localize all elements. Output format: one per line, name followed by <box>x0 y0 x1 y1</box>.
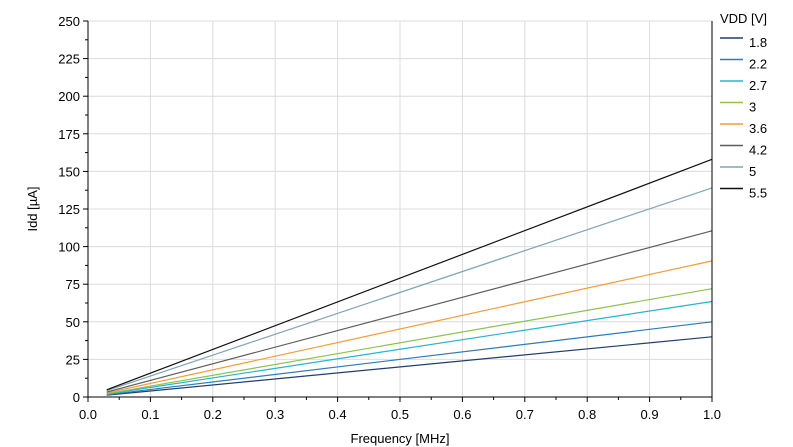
y-tick-label: 100 <box>58 240 80 255</box>
y-tick-label: 175 <box>58 127 80 142</box>
x-tick-label: 1.0 <box>703 407 721 422</box>
x-tick-label: 0.8 <box>578 407 596 422</box>
axes <box>83 20 713 402</box>
legend-entry: 2.2 <box>749 57 767 72</box>
legend-entry: 1.8 <box>749 35 767 50</box>
x-tick-label: 0.3 <box>266 407 284 422</box>
y-tick-label: 125 <box>58 202 80 217</box>
y-tick-label: 0 <box>73 390 80 405</box>
series-line-3 <box>106 288 713 395</box>
legend-title: VDD [V] <box>720 11 767 26</box>
series-line-3-6 <box>106 260 713 394</box>
series-line-2-7 <box>106 300 713 395</box>
y-tick-label: 50 <box>66 315 80 330</box>
series-line-1-8 <box>106 336 713 396</box>
series-lines <box>106 158 713 396</box>
legend-entry: 5.5 <box>749 186 767 201</box>
y-tick-label: 150 <box>58 164 80 179</box>
series-line-5-5 <box>106 158 713 391</box>
x-tick-label: 0.4 <box>329 407 347 422</box>
legend-entry: 4.2 <box>749 143 767 158</box>
legend-entry: 2.7 <box>749 78 767 93</box>
x-tick-label: 0.9 <box>641 407 659 422</box>
x-tick-label: 0.5 <box>391 407 409 422</box>
x-tick-label: 0.1 <box>141 407 159 422</box>
legend-entry: 3 <box>749 100 756 115</box>
grid <box>87 20 713 398</box>
y-tick-label: 25 <box>66 352 80 367</box>
x-axis-label: Frequency [MHz] <box>351 431 450 446</box>
y-tick-label: 200 <box>58 89 80 104</box>
x-tick-label: 0.6 <box>453 407 471 422</box>
y-tick-label: 225 <box>58 52 80 67</box>
y-axis-label: Idd [µA] <box>25 186 40 231</box>
x-tick-label: 0.7 <box>516 407 534 422</box>
y-tick-label: 250 <box>58 14 80 29</box>
series-line-5 <box>106 187 713 392</box>
tick-labels: 0.0 0.1 0.2 0.3 0.4 0.5 0.6 0.7 0.8 0.9 1.0 0 25 50 75… <box>58 14 721 422</box>
legend-entry: 5 <box>749 164 756 179</box>
series-line-2-2 <box>106 321 713 396</box>
x-tick-label: 0.2 <box>204 407 222 422</box>
legend: VDD [V] 1.8 2.2 2.7 3 3.6 4.2 5 5.5 <box>720 11 767 201</box>
y-tick-label: 75 <box>66 277 80 292</box>
legend-entry: 3.6 <box>749 121 767 136</box>
x-tick-label: 0.0 <box>79 407 97 422</box>
series-line-4-2 <box>106 230 713 393</box>
